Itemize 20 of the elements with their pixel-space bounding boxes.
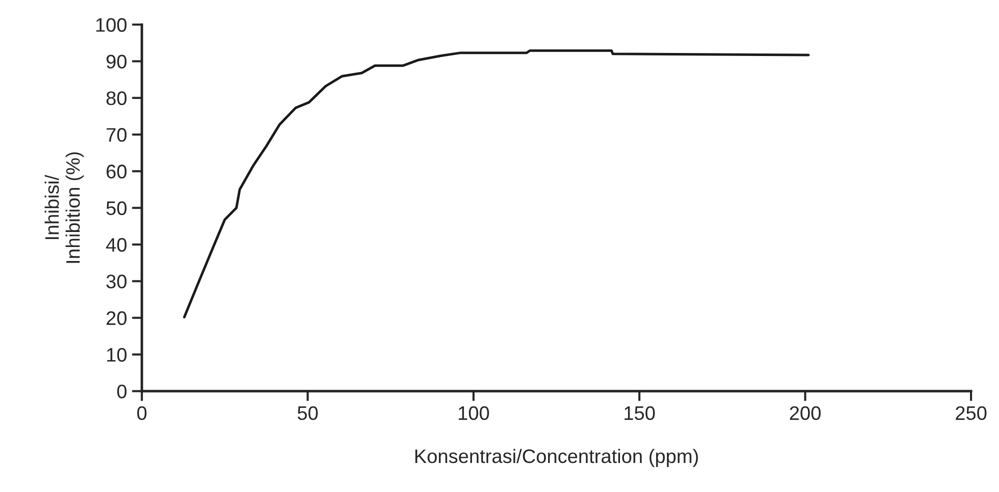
y-tick-label: 100 — [96, 18, 127, 32]
x-tick-label: 100 — [458, 406, 489, 420]
y-tick-label: 20 — [106, 311, 127, 326]
x-axis-title: Konsentrasi/Concentration (ppm) — [415, 448, 698, 467]
x-tick-label: 150 — [624, 406, 655, 420]
line-series — [183, 49, 810, 318]
y-tick-label: 40 — [106, 238, 127, 252]
y-tick-label: 50 — [106, 201, 127, 216]
x-tick-label: 250 — [956, 406, 986, 420]
x-tick-label: 200 — [790, 406, 821, 420]
y-tick-label: 80 — [106, 91, 127, 106]
y-tick-label: 0 — [117, 384, 127, 398]
y-tick-label: 90 — [106, 54, 127, 68]
y-axis-title: Inhibisi/ Inhibition (%) — [44, 152, 84, 263]
y-tick-label: 70 — [106, 128, 127, 142]
y-tick-label: 60 — [106, 164, 127, 178]
y-tick-label: 30 — [106, 274, 127, 288]
y-tick-label: 10 — [107, 348, 127, 362]
x-tick-label: 0 — [137, 406, 147, 420]
x-tick-label: 50 — [298, 406, 318, 420]
